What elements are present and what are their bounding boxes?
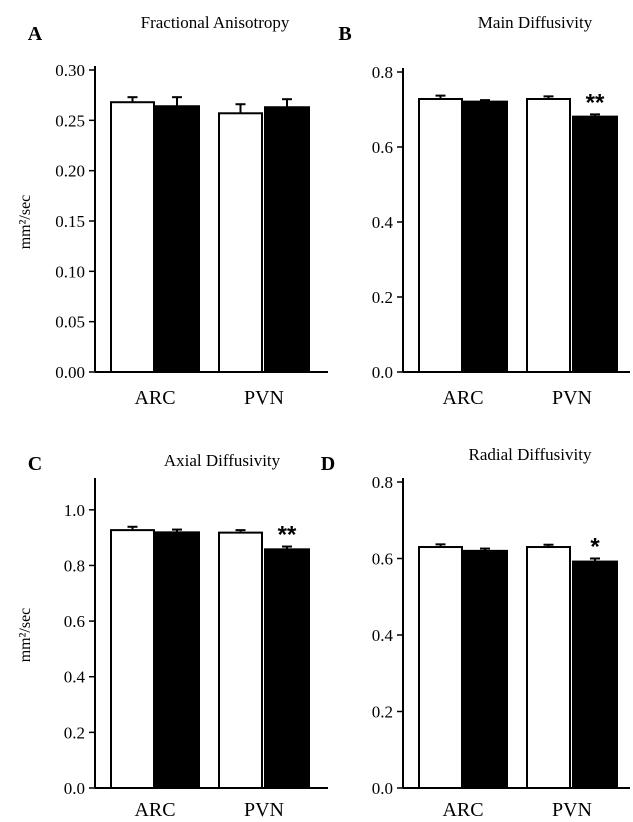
y-tick-label: 0.05 <box>55 313 85 332</box>
bar-arc-black <box>462 100 508 373</box>
y-tick-label: 0.6 <box>64 612 85 631</box>
panel-label: A <box>28 23 43 45</box>
bar-arc-white <box>110 101 155 373</box>
y-tick-label: 0.6 <box>372 550 393 569</box>
chart-panel-c: C Axial Diffusivity mm²/sec 0.0 0.2 0.4 0.6 0.8… <box>17 451 328 821</box>
x-category-label: PVN <box>552 387 592 409</box>
chart-panel-a: A Fractional Anisotropy mm²/sec 0.00 0.05 0.1… <box>17 13 328 409</box>
chart-title: Fractional Anisotropy <box>141 13 290 32</box>
bar-pvn-white <box>526 546 571 790</box>
x-category-label: ARC <box>442 799 483 821</box>
x-category-label: PVN <box>552 799 592 821</box>
bar-arc-white <box>418 546 463 790</box>
y-tick-label: 0.0 <box>372 779 393 798</box>
bar-pvn-black <box>264 106 310 373</box>
panel-label: B <box>338 23 351 45</box>
bar-pvn-white <box>218 531 263 789</box>
y-tick-label: 0.4 <box>372 213 394 232</box>
y-tick-label: 0.20 <box>55 162 85 181</box>
chart-title: Main Diffusivity <box>478 13 593 32</box>
y-tick-label: 0.6 <box>372 138 393 157</box>
y-tick-label: 0.4 <box>64 668 86 687</box>
y-tick-label: 0.10 <box>55 262 85 281</box>
x-category-label: ARC <box>134 799 175 821</box>
significance-marker: * <box>590 534 600 561</box>
bar-arc-black <box>154 531 200 789</box>
y-tick-label: 0.0 <box>64 779 85 798</box>
bar-arc-black <box>462 549 508 789</box>
significance-marker: ** <box>278 522 297 549</box>
x-category-label: PVN <box>244 387 284 409</box>
y-tick-label: 0.8 <box>372 63 393 82</box>
x-category-label: PVN <box>244 799 284 821</box>
y-tick-label: 0.15 <box>55 212 85 231</box>
y-tick-label: 0.4 <box>372 626 394 645</box>
y-tick-label: 0.2 <box>64 723 85 742</box>
y-tick-label: 1.0 <box>64 501 85 520</box>
significance-marker: ** <box>586 89 605 116</box>
panel-label: D <box>321 453 335 475</box>
bar-arc-white <box>110 529 155 789</box>
chart-title: Radial Diffusivity <box>469 445 592 464</box>
y-tick-label: 0.30 <box>55 61 85 80</box>
panel-label: C <box>28 453 42 475</box>
y-axis-label: mm²/sec <box>17 608 34 663</box>
bar-pvn-white <box>526 98 571 373</box>
y-tick-label: 0.2 <box>372 703 393 722</box>
bar-pvn-black <box>572 115 618 373</box>
y-tick-label: 0.8 <box>372 473 393 492</box>
y-tick-label: 0.0 <box>372 363 393 382</box>
bar-arc-white <box>418 98 463 373</box>
y-tick-label: 0.00 <box>55 363 85 382</box>
y-tick-label: 0.2 <box>372 288 393 307</box>
chart-panel-d: D Radial Diffusivity 0.0 0.2 0.4 0.6 0.8 ARC * PV… <box>321 445 630 821</box>
y-tick-label: 0.25 <box>55 111 85 130</box>
chart-panel-b: B Main Diffusivity 0.0 0.2 0.4 0.6 0.8 ARC ** PVN <box>338 13 630 409</box>
y-axis-label: mm²/sec <box>17 195 34 250</box>
chart-title: Axial Diffusivity <box>164 451 281 470</box>
bar-pvn-black <box>572 560 618 789</box>
x-category-label: ARC <box>442 387 483 409</box>
bar-arc-black <box>154 105 200 374</box>
bar-pvn-white <box>218 112 263 374</box>
y-tick-label: 0.8 <box>64 556 85 575</box>
x-category-label: ARC <box>134 387 175 409</box>
bar-pvn-black <box>264 548 310 789</box>
